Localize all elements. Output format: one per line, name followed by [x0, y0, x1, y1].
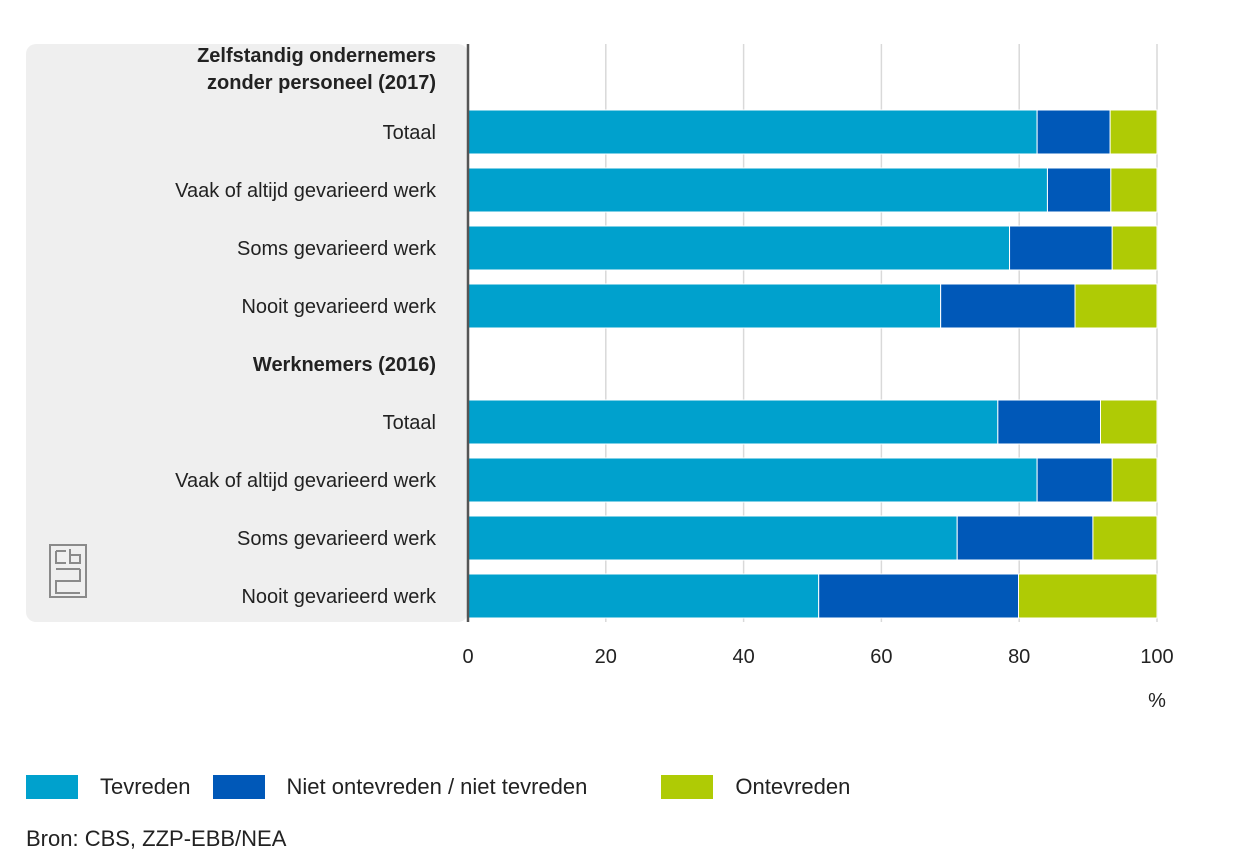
bar-segment	[467, 109, 1038, 155]
label-panel	[26, 44, 468, 622]
category-label: Nooit gevarieerd werk	[241, 586, 437, 608]
bar-segment	[467, 167, 1048, 213]
legend-item-neutraal: Niet ontevreden / niet tevreden	[212, 774, 588, 800]
legend-label: Ontevreden	[735, 774, 851, 799]
x-tick-label: 20	[595, 646, 617, 668]
source-note: Bron: CBS, ZZP-EBB/NEA	[26, 826, 287, 851]
category-label: Soms gevarieerd werk	[237, 238, 437, 260]
cbs-logo-icon: cbs	[49, 544, 87, 598]
x-tick-label: 40	[732, 646, 754, 668]
bar-segment	[1109, 109, 1158, 155]
bar-segment	[818, 573, 1020, 619]
bar-segment	[1100, 399, 1158, 445]
bar-segment	[1092, 515, 1158, 561]
legend-item-tevreden: Tevreden	[26, 774, 191, 800]
category-label: Totaal	[383, 412, 436, 434]
bar-segment	[940, 283, 1076, 329]
bar-segment	[1036, 109, 1111, 155]
bar-segment	[467, 225, 1011, 271]
legend-item-ontevreden: Ontevreden	[661, 774, 850, 800]
bar-segment	[1074, 283, 1158, 329]
x-axis-unit: %	[1148, 690, 1166, 712]
legend: Tevreden Niet ontevreden / niet tevreden…	[26, 772, 850, 802]
bar-segment	[956, 515, 1094, 561]
bar-segment	[1110, 167, 1158, 213]
bar-segment	[1111, 457, 1158, 503]
bar-segment	[467, 515, 958, 561]
chart: Zelfstandig ondernemers zonder personeel …	[26, 44, 1174, 712]
x-tick-label: 100	[1140, 646, 1173, 668]
bar-segment	[467, 399, 999, 445]
bars	[467, 109, 1158, 619]
bar-segment	[1009, 225, 1113, 271]
x-tick-label: 80	[1008, 646, 1030, 668]
legend-label: Niet ontevreden / niet tevreden	[286, 774, 588, 799]
bar-segment	[467, 283, 942, 329]
x-tick-label: 0	[462, 646, 473, 668]
group-label: Werknemers (2016)	[253, 354, 436, 376]
x-axis-ticks: 0 20 40 60 80 100	[462, 646, 1173, 668]
bar-segment	[467, 573, 820, 619]
bar-segment	[467, 457, 1038, 503]
category-label: Soms gevarieerd werk	[237, 528, 437, 550]
bar-segment	[1046, 167, 1112, 213]
category-labels: Zelfstandig ondernemers zonder personeel …	[175, 45, 437, 608]
category-label: Vaak of altijd gevarieerd werk	[175, 470, 437, 492]
group-label: Zelfstandig ondernemers zonder personeel …	[197, 45, 436, 94]
legend-swatch	[212, 775, 265, 799]
category-label: Nooit gevarieerd werk	[241, 296, 437, 318]
category-label: Vaak of altijd gevarieerd werk	[175, 180, 437, 202]
bar-segment	[997, 399, 1102, 445]
x-tick-label: 60	[870, 646, 892, 668]
legend-label: Tevreden	[100, 774, 191, 799]
bar-segment	[1018, 573, 1158, 619]
legend-swatch	[26, 775, 78, 799]
category-label: Totaal	[383, 122, 436, 144]
bar-segment	[1036, 457, 1113, 503]
bar-segment	[1111, 225, 1158, 271]
legend-swatch	[661, 775, 714, 799]
